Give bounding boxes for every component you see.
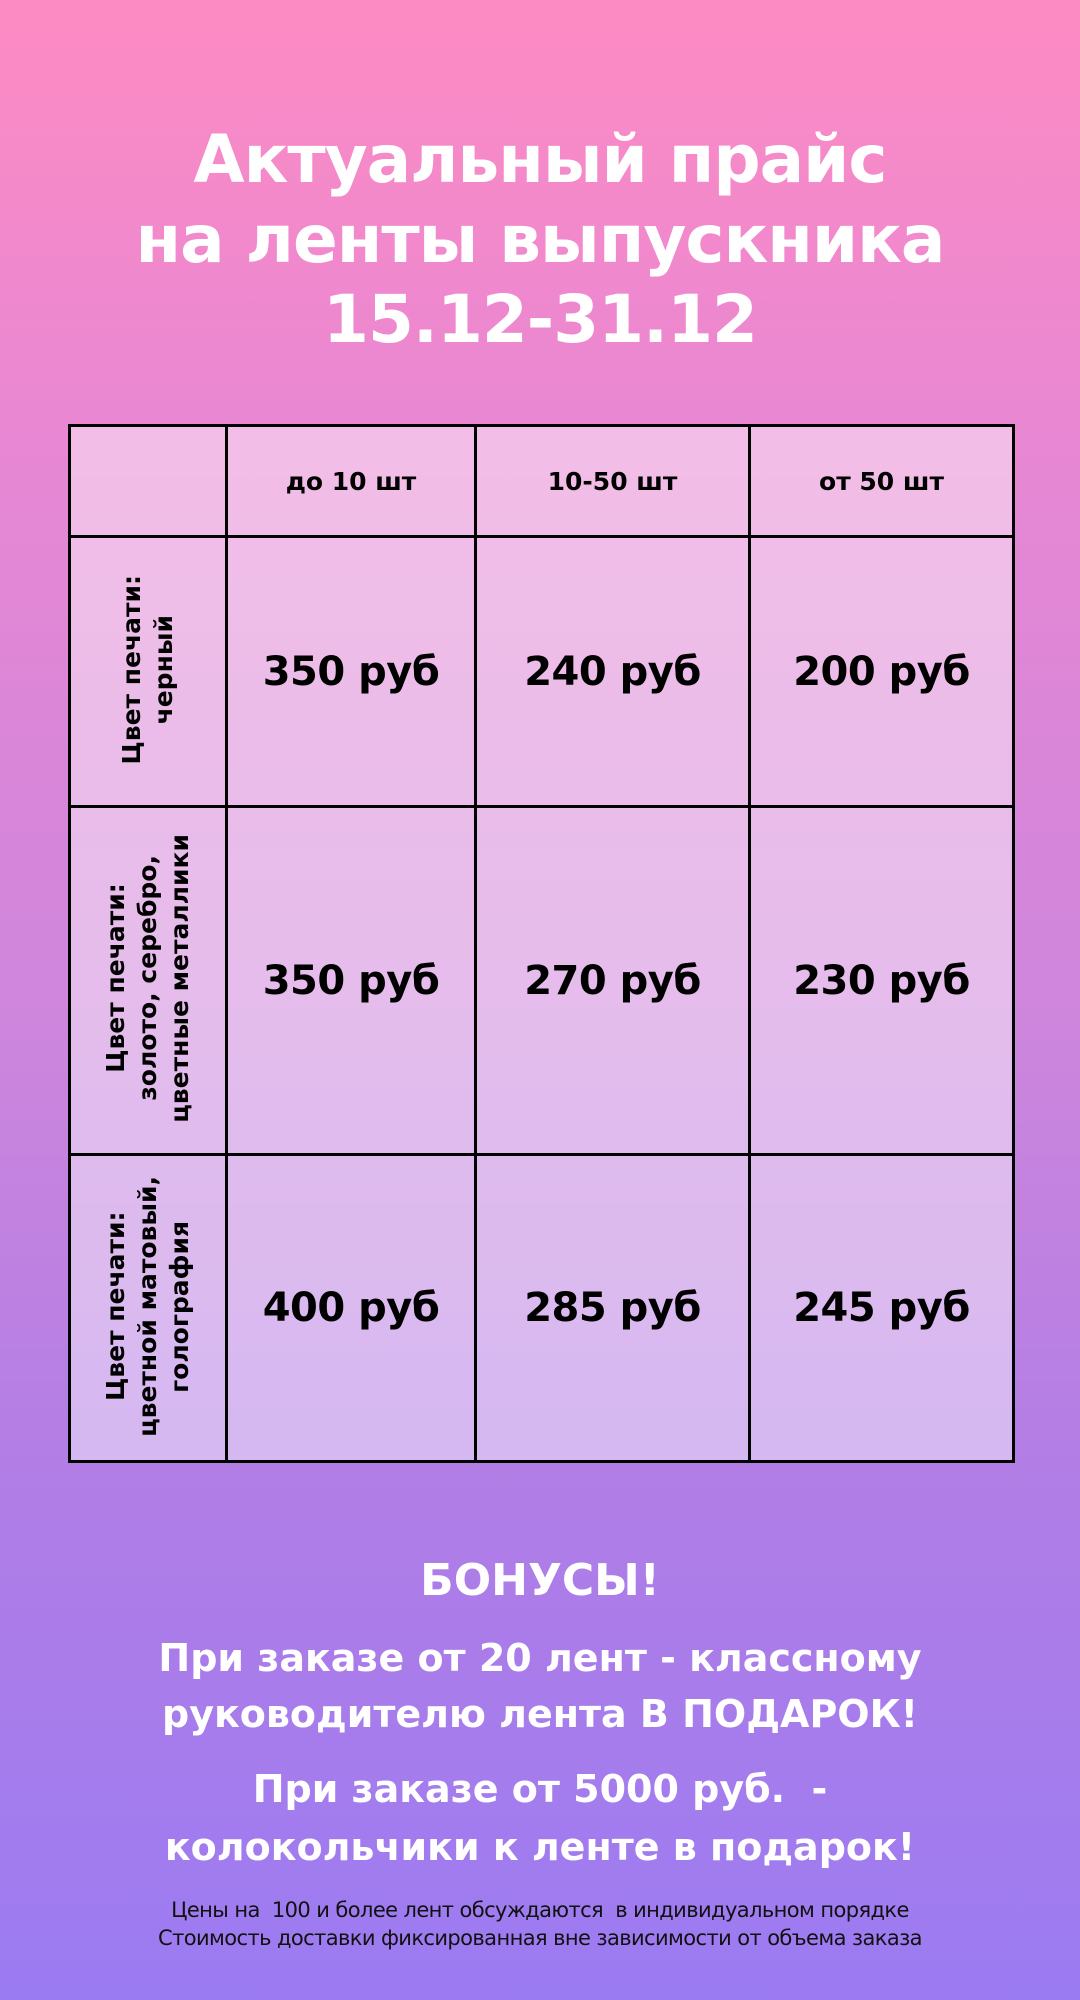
row-label-matte-holo: Цвет печати: цветной матовый, голография (68, 1153, 228, 1463)
price-cell: 200 руб (748, 535, 1015, 808)
page-title: Актуальный прайс на ленты выпускника 15.… (0, 120, 1080, 360)
row-label-black: Цвет печати: черный (68, 535, 228, 808)
price-cell: 400 руб (225, 1153, 477, 1463)
header-corner (68, 424, 228, 538)
price-cell: 230 руб (748, 805, 1015, 1156)
title-line-2: на ленты выпускника (135, 201, 946, 278)
title-line-3: 15.12-31.12 (323, 281, 758, 358)
table-row: Цвет печати: цветной матовый, голография 4… (68, 1153, 1015, 1463)
price-cell: 245 руб (748, 1153, 1015, 1463)
bonus-2-line-1: При заказе от 5000 руб. - (252, 1767, 828, 1811)
price-cell: 350 руб (225, 805, 477, 1156)
bonus-heading: БОНУСЫ! (420, 1555, 660, 1606)
table-row: Цвет печати: черный 350 руб 240 руб 200 р… (68, 535, 1015, 808)
price-cell: 285 руб (474, 1153, 751, 1463)
price-cell: 240 руб (474, 535, 751, 808)
price-cell: 270 руб (474, 805, 751, 1156)
footer-note: Цены на 100 и более лент обсуждаются в и… (0, 1896, 1080, 1952)
bonus-2: При заказе от 5000 руб. - колокольчики к… (0, 1760, 1080, 1876)
price-table: до 10 шт 10-50 шт от 50 шт Цвет печати: ч… (68, 424, 1015, 1463)
footer-line-2: Стоимость доставки фиксированная вне зав… (158, 1926, 923, 1950)
table-row: Цвет печати: золото, серебро, цветные мета… (68, 805, 1015, 1156)
bonus-1-line-2: руководителю лента В ПОДАРОК! (162, 1692, 918, 1736)
row-label-metallic: Цвет печати: золото, серебро, цветные мета… (68, 805, 228, 1156)
bonus-2-line-2: колокольчики к ленте в подарок! (164, 1825, 916, 1869)
footer-line-1: Цены на 100 и более лент обсуждаются в и… (171, 1898, 909, 1922)
bonus-1: При заказе от 20 лент - классному руково… (0, 1630, 1080, 1742)
header-qty-up-to-10: до 10 шт (225, 424, 477, 538)
header-qty-10-50: 10-50 шт (474, 424, 751, 538)
title-line-1: Актуальный прайс (193, 121, 887, 198)
header-qty-from-50: от 50 шт (748, 424, 1015, 538)
bonus-1-line-1: При заказе от 20 лент - классному (158, 1636, 922, 1680)
header-row: до 10 шт 10-50 шт от 50 шт (68, 424, 1015, 538)
price-cell: 350 руб (225, 535, 477, 808)
